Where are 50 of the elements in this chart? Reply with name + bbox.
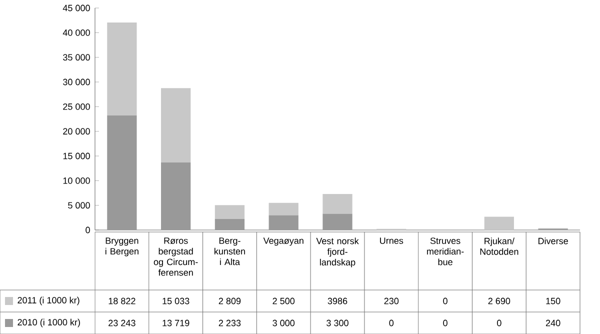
bar [322, 194, 352, 214]
x-tick-label: Røros bergstad og Circum-ferensen [154, 238, 198, 276]
data-label: 0 [443, 320, 448, 326]
x-tick-label: Berg-kunsten i Alta [214, 238, 245, 266]
data-label: 0 [497, 320, 502, 326]
bar [161, 88, 191, 162]
data-label: 2 690 [488, 298, 510, 304]
bar [214, 205, 245, 219]
x-tick-label: Urnes [380, 238, 404, 244]
y-tick-label: 10 000 [63, 177, 90, 184]
bar [322, 214, 352, 230]
data-label: 0 [443, 298, 448, 304]
legend-label: 2011 (i 1000 kr) [18, 296, 80, 306]
bar [484, 216, 514, 230]
legend-label: 2010 (i 1000 kr) [18, 318, 80, 328]
data-label: 150 [546, 298, 560, 304]
y-tick-label: 25 000 [63, 103, 90, 110]
data-label: 13 719 [162, 320, 190, 326]
data-label: 230 [384, 298, 399, 304]
data-label: 240 [546, 320, 560, 326]
data-label: 15 033 [162, 298, 190, 304]
y-tick-label: 45 000 [62, 4, 90, 12]
data-label: 18 822 [108, 298, 136, 304]
x-tick-label: Vest norsk fjord-landskap [316, 238, 359, 268]
bar [107, 115, 137, 230]
data-label: 3986 [328, 298, 348, 304]
bar [214, 218, 245, 230]
y-tick-label: 0 [86, 226, 90, 234]
data-label: 3 000 [272, 320, 295, 326]
x-tick-label: Rjukan/ Notodden [480, 238, 518, 255]
y-tick-label: 15 000 [63, 152, 90, 160]
y-tick-label: 30 000 [63, 78, 90, 86]
bar [161, 162, 191, 230]
data-label: 2 809 [218, 298, 241, 304]
data-label: 23 243 [108, 320, 136, 326]
data-label: 2 500 [272, 298, 295, 304]
x-tick-label: Struves meridian-bue [427, 238, 464, 266]
y-tick-label: 5 000 [68, 202, 90, 209]
x-tick-label: Diverse [538, 238, 568, 244]
bar [268, 215, 298, 230]
x-tick-label: Bryggen i Bergen [105, 238, 138, 256]
bar [107, 22, 137, 116]
bar [268, 202, 298, 216]
x-tick-label: Vegaøyan [263, 238, 304, 246]
y-tick-label: 40 000 [62, 29, 90, 36]
data-label: 3 300 [326, 320, 348, 326]
y-tick-label: 20 000 [63, 128, 90, 135]
y-tick-label: 35 000 [63, 54, 90, 61]
data-label: 2 233 [218, 320, 241, 326]
data-label: 0 [389, 320, 394, 326]
